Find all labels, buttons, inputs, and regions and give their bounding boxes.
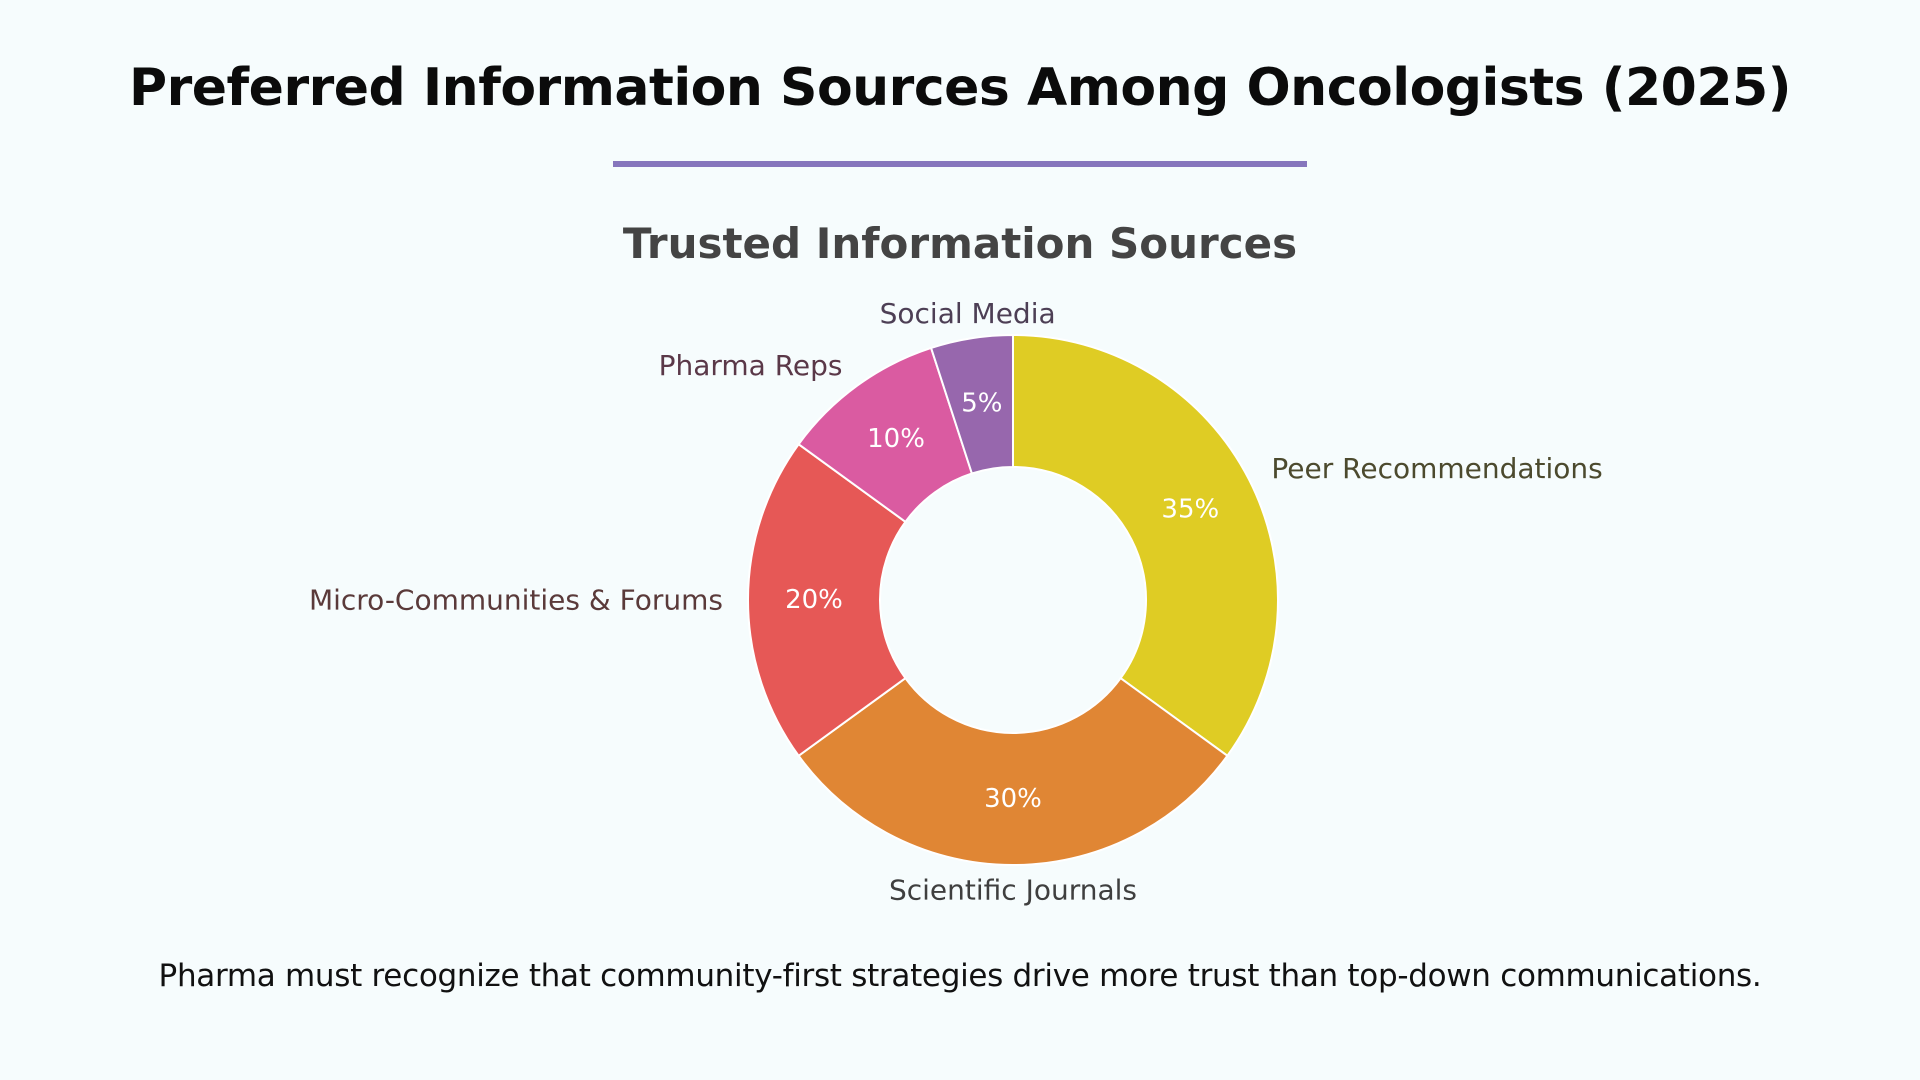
chart-category-labels: Peer Recommendations Scientific Journals M… (309, 297, 1603, 906)
chart-value-labels: 35% 30% 20% 10% 5% (785, 388, 1219, 814)
slice-micro-communities-forums (747, 442, 907, 758)
value-label-pharma-reps: 10% (867, 424, 925, 454)
slice-social-media (929, 333, 1014, 475)
category-label-scientific-journals: Scientific Journals (889, 874, 1137, 907)
category-label-social-media: Social Media (880, 297, 1056, 330)
value-label-peer-recommendations: 35% (1161, 495, 1219, 525)
chart-title: Trusted Information Sources (623, 219, 1297, 268)
value-label-scientific-journals: 30% (984, 784, 1042, 814)
slice-peer-recommendations (1012, 333, 1279, 758)
footer-note: Pharma must recognize that community-fir… (158, 958, 1762, 994)
value-label-social-media: 5% (961, 388, 1002, 418)
value-label-micro-communities-forums: 20% (785, 585, 843, 615)
category-label-peer-recommendations: Peer Recommendations (1271, 452, 1602, 485)
page-title: Preferred Information Sources Among Onco… (129, 58, 1791, 118)
chart-slices (747, 333, 1279, 866)
category-label-micro-communities-forums: Micro-Communities & Forums (309, 584, 723, 617)
category-label-pharma-reps: Pharma Reps (659, 349, 843, 382)
slice-scientific-journals (797, 676, 1229, 866)
title-underline (613, 161, 1307, 167)
